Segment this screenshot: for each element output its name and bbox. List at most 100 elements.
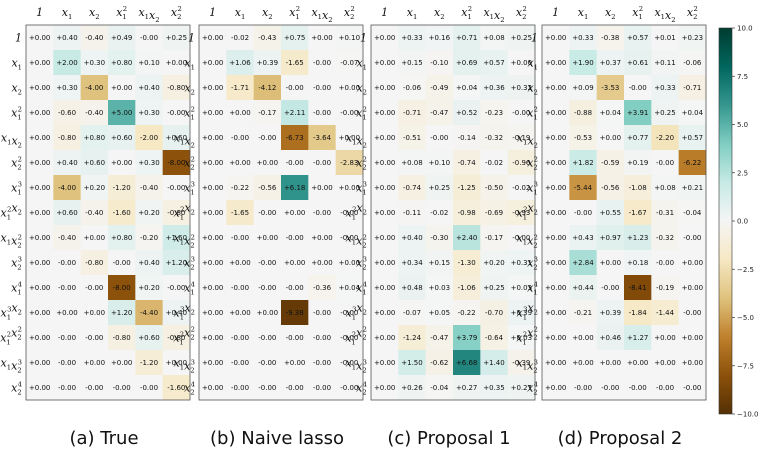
heatmap-cell xyxy=(281,125,309,151)
cell-value-label: +0.00 xyxy=(29,284,50,292)
row-label: x13x2 xyxy=(517,302,538,322)
row-label: x23 xyxy=(184,256,195,272)
cell-value-label: +0.00 xyxy=(311,234,332,242)
heatmap-cell xyxy=(335,225,364,251)
cell-value-label: +0.00 xyxy=(311,184,332,192)
cell-value-label: +1.50 xyxy=(401,359,422,367)
cell-value-label: +0.00 xyxy=(682,334,703,342)
heatmap-cell xyxy=(651,375,679,401)
heatmap-cell xyxy=(162,75,191,101)
panel-frame xyxy=(25,24,191,401)
colorbar-tick-label: −5.0 xyxy=(737,314,754,322)
row-label: x22 xyxy=(527,156,538,172)
heatmap-cell xyxy=(108,25,136,51)
column-label: 1 xyxy=(552,6,559,19)
row-label: 1 xyxy=(360,32,367,45)
cell-value-label: -0.39 xyxy=(512,359,530,367)
heatmap-cell xyxy=(453,225,481,251)
cell-value-label: -1.84 xyxy=(629,309,648,317)
heatmap-cell xyxy=(108,50,136,76)
cell-value-label: +0.30 xyxy=(138,109,159,117)
heatmap-cell xyxy=(651,50,679,76)
cell-value-label: -0.00 xyxy=(231,359,249,367)
heatmap-cell xyxy=(371,325,399,351)
heatmap-cell xyxy=(507,175,536,201)
cell-value-label: +0.00 xyxy=(682,259,703,267)
cell-value-label: -6.22 xyxy=(683,159,701,167)
cell-value-label: -0.11 xyxy=(403,209,421,217)
heatmap-cell xyxy=(135,350,163,376)
heatmap-cell xyxy=(596,100,625,126)
heatmap-cell xyxy=(678,275,707,301)
cell-value-label: -0.80 xyxy=(58,134,76,142)
heatmap-cell xyxy=(226,175,254,201)
heatmap-cell xyxy=(226,125,254,151)
cell-value-label: -0.00 xyxy=(85,334,103,342)
row-label: x14 xyxy=(527,281,538,297)
heatmap-cell xyxy=(199,350,227,376)
cell-value-label: +0.00 xyxy=(111,359,132,367)
heatmap-cell xyxy=(425,275,454,301)
cell-value-label: +0.40 xyxy=(401,234,422,242)
cell-value-label: -1.30 xyxy=(458,259,476,267)
heatmap-cell xyxy=(651,300,679,326)
cell-value-label: +0.00 xyxy=(311,34,332,42)
cell-value-label: +0.00 xyxy=(654,359,675,367)
column-label: x22 xyxy=(516,5,527,21)
heatmap-cell xyxy=(281,150,309,176)
cell-value-label: -0.00 xyxy=(656,259,674,267)
colorbar-tick-label: 7.5 xyxy=(737,73,748,81)
heatmap-cell xyxy=(308,225,336,251)
heatmap-cell xyxy=(26,300,54,326)
heatmap-cell xyxy=(651,25,679,51)
heatmap-cell xyxy=(335,100,364,126)
cell-value-label: +0.00 xyxy=(374,359,395,367)
cell-value-label: -0.00 xyxy=(113,384,131,392)
heatmap-cell xyxy=(507,350,536,376)
cell-value-label: -0.00 xyxy=(231,384,249,392)
cell-value-label: -0.10 xyxy=(430,59,448,67)
heatmap-cell xyxy=(507,250,536,276)
heatmap-cell xyxy=(335,275,364,301)
cell-value-label: +0.39 xyxy=(257,59,278,67)
cell-value-label: +0.00 xyxy=(257,234,278,242)
column-label: x1x2 xyxy=(483,6,504,24)
heatmap-cell xyxy=(335,175,364,201)
cell-value-label: +0.00 xyxy=(257,309,278,317)
cell-value-label: -0.96 xyxy=(512,159,531,167)
cell-value-label: +0.60 xyxy=(111,134,132,142)
heatmap-cell xyxy=(53,375,81,401)
heatmap-cell xyxy=(542,350,570,376)
cell-value-label: +0.00 xyxy=(545,234,566,242)
heatmap-cell xyxy=(569,175,597,201)
heatmap-cell xyxy=(308,275,336,301)
cell-value-label: -0.19 xyxy=(656,284,674,292)
cell-value-label: +0.00 xyxy=(545,34,566,42)
cell-value-label: -0.00 xyxy=(683,384,701,392)
heatmap-cell xyxy=(308,375,336,401)
row-label: x13 xyxy=(527,181,538,197)
heatmap-cell xyxy=(281,325,309,351)
cell-value-label: +0.00 xyxy=(545,259,566,267)
heatmap-cell xyxy=(569,350,597,376)
cell-value-label: -0.56 xyxy=(258,184,277,192)
cell-value-label: +0.00 xyxy=(311,259,332,267)
heatmap-cell xyxy=(26,25,54,51)
heatmap-cell xyxy=(507,100,536,126)
heatmap-cell xyxy=(26,125,54,151)
cell-value-label: -0.80 xyxy=(167,209,185,217)
heatmap-cell xyxy=(108,200,136,226)
heatmap-cell xyxy=(253,100,282,126)
heatmap-cell xyxy=(651,175,679,201)
row-label: 1 xyxy=(531,32,538,45)
row-label: x1x22 xyxy=(346,232,367,250)
cell-value-label: +0.40 xyxy=(166,309,187,317)
row-label: x1x22 xyxy=(174,232,195,250)
heatmap-cell xyxy=(26,50,54,76)
cell-value-label: +0.01 xyxy=(654,34,675,42)
column-label: x12 xyxy=(116,5,127,21)
cell-value-label: +0.37 xyxy=(600,59,621,67)
heatmap-cell xyxy=(596,50,625,76)
cell-value-label: +0.00 xyxy=(339,184,360,192)
heatmap-cell xyxy=(226,250,254,276)
